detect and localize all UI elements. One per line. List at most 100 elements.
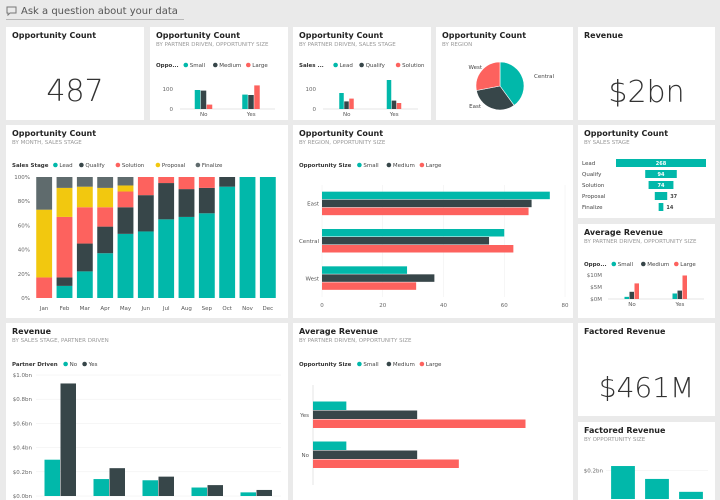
legend-swatch-large	[246, 62, 251, 68]
tile-title: Opportunity Count	[299, 31, 384, 40]
y-tick-label: 100	[163, 87, 174, 93]
bar-may-finalize	[117, 177, 134, 186]
legend-title: Opportunity Size	[299, 163, 352, 169]
bar-feb-lead	[56, 285, 73, 298]
legend-label-no: No	[70, 362, 78, 368]
y-tick-label: $0.2bn	[13, 470, 33, 476]
legend-swatch-qualify	[79, 162, 84, 168]
qa-placeholder[interactable]: Ask a question about your data	[21, 5, 178, 17]
chart-avg-revenue-size: Opportunity Size Small Medium Large Yes No	[299, 361, 526, 485]
tile-revenue-stage[interactable]: Revenue BY SALES STAGE, PARTNER DRIVEN P…	[6, 323, 288, 500]
bar-feb-proposal	[56, 187, 73, 217]
x-tick-label: 40	[440, 303, 447, 309]
bar-mar-proposal	[76, 186, 93, 208]
tile-subtitle: BY PARTNER DRIVEN, OPPORTUNITY SIZE	[156, 42, 269, 48]
tile-opp-partner-size[interactable]: Opportunity Count BY PARTNER DRIVEN, OPP…	[150, 27, 288, 120]
pie-slice-central	[499, 61, 525, 106]
tile-subtitle: BY REGION	[442, 42, 473, 48]
legend-label-small: Small	[190, 63, 206, 69]
legend-swatch-small	[183, 62, 189, 68]
y-tick-label: 100	[306, 87, 317, 93]
chart-avg-revenue-partner: Oppo... Small Medium Large $0M $5M $10M No Yes	[584, 261, 704, 308]
tile-factored-size[interactable]: Factored Revenue BY OPPORTUNITY SIZE $0.…	[578, 422, 715, 500]
x-tick-label: No	[628, 302, 636, 308]
legend-swatch-qualify	[359, 62, 364, 68]
y-tick-label: $5M	[590, 285, 602, 291]
legend-label-small: Small	[363, 362, 379, 368]
bar-no-medium	[313, 450, 418, 459]
bar-apr-qualify	[97, 226, 114, 254]
bar-oct-lead	[219, 186, 236, 298]
bar-east-small	[322, 191, 550, 200]
x-tick-label: Yes	[675, 302, 685, 308]
qa-box[interactable]: Ask a question about your data	[6, 3, 184, 20]
bar-apr-lead	[97, 253, 114, 298]
bar-jul-lead	[158, 219, 175, 298]
tile-opportunity-count[interactable]: Opportunity Count 487	[6, 27, 144, 120]
y-tick-label: $10M	[587, 273, 602, 279]
bar-west-small	[322, 266, 408, 274]
legend-title: Partner Driven	[12, 362, 58, 368]
bar-aug-qualify	[178, 189, 195, 217]
bar-yes-medium	[248, 95, 254, 109]
bar-yes-small	[242, 94, 248, 109]
x-tick-label: Yes	[389, 112, 399, 118]
x-tick-label: Jan	[39, 306, 49, 312]
legend-label-solution: Solution	[122, 163, 145, 169]
legend-title: Sales Stage	[12, 163, 49, 169]
legend-swatch-small	[357, 361, 362, 367]
bar-no-lead	[339, 93, 344, 109]
tile-title: Opportunity Count	[12, 31, 97, 40]
legend-swatch-medium	[641, 261, 646, 267]
bar-feb-finalize	[56, 177, 73, 188]
tile-opp-partner-stage[interactable]: Opportunity Count BY PARTNER DRIVEN, SAL…	[293, 27, 431, 120]
y-tick-label: $0.6bn	[13, 421, 33, 427]
chart-opp-region-size: Opportunity Size Small Medium Large 0 20 40 60 8…	[299, 162, 569, 309]
y-tick-label: 60%	[18, 223, 30, 229]
tile-subtitle: BY PARTNER DRIVEN, SALES STAGE	[299, 42, 396, 48]
tile-avg-revenue-size[interactable]: Average Revenue BY PARTNER DRIVEN, OPPOR…	[293, 323, 573, 500]
tile-opp-month-stage[interactable]: Opportunity Count BY MONTH, SALES STAGE …	[6, 125, 288, 318]
bar-yes-medium	[677, 290, 682, 299]
tile-revenue[interactable]: Revenue $2bn	[578, 27, 715, 120]
x-tick-label: 60	[501, 303, 508, 309]
tile-factored-revenue[interactable]: Factored Revenue $461M	[578, 323, 715, 416]
bar-jun-solution	[137, 177, 154, 196]
legend-swatch-proposal	[155, 162, 161, 168]
bar-yes-medium	[313, 410, 418, 419]
funnel-bar-solution	[648, 181, 674, 189]
x-tick-label: Jun	[141, 306, 151, 312]
bar-central-small	[322, 229, 505, 237]
tile-opp-region-size[interactable]: Opportunity Count BY REGION, OPPORTUNITY…	[293, 125, 573, 318]
legend-label-small: Small	[618, 262, 634, 268]
bar-mar-qualify	[76, 243, 93, 272]
legend-label-qualify: Qualify	[366, 63, 386, 69]
x-tick-label: 0	[320, 303, 324, 309]
funnel-value: 14	[666, 205, 673, 211]
legend-label-yes: Yes	[88, 362, 98, 368]
bar-aug-lead	[178, 216, 195, 298]
legend-swatch-medium	[386, 361, 392, 367]
bar-dec-lead	[259, 177, 276, 298]
x-tick-label: Jul	[162, 306, 170, 312]
tile-avg-revenue-partner[interactable]: Average Revenue BY PARTNER DRIVEN, OPPOR…	[578, 224, 715, 318]
tile-subtitle: BY SALES STAGE, PARTNER DRIVEN	[12, 338, 109, 344]
legend-title: Sales ...	[299, 63, 324, 69]
bar-yes-qualify	[391, 100, 397, 109]
funnel-label: Lead	[582, 161, 595, 167]
funnel-label: Solution	[582, 183, 605, 189]
y-tick-label: $0.2bn	[584, 468, 604, 474]
legend-swatch-finalize	[195, 162, 201, 168]
tile-opp-stage[interactable]: Opportunity Count BY SALES STAGE Lead 268…	[578, 125, 715, 218]
x-tick-label: No	[200, 112, 208, 118]
tile-opp-region[interactable]: Opportunity Count BY REGION Central East W…	[436, 27, 573, 120]
y-tick-label: 40%	[18, 248, 30, 254]
legend-label-lead: Lead	[340, 63, 353, 69]
bar-jan-solution	[36, 277, 53, 298]
funnel-bar-qualify	[645, 170, 677, 178]
funnel-value: 37	[670, 194, 677, 200]
chart-opp-region: Central East West	[468, 61, 554, 111]
legend-swatch-solution	[395, 62, 401, 68]
funnel-bar-finalize	[658, 203, 664, 211]
bar-qualify-no	[93, 479, 109, 496]
